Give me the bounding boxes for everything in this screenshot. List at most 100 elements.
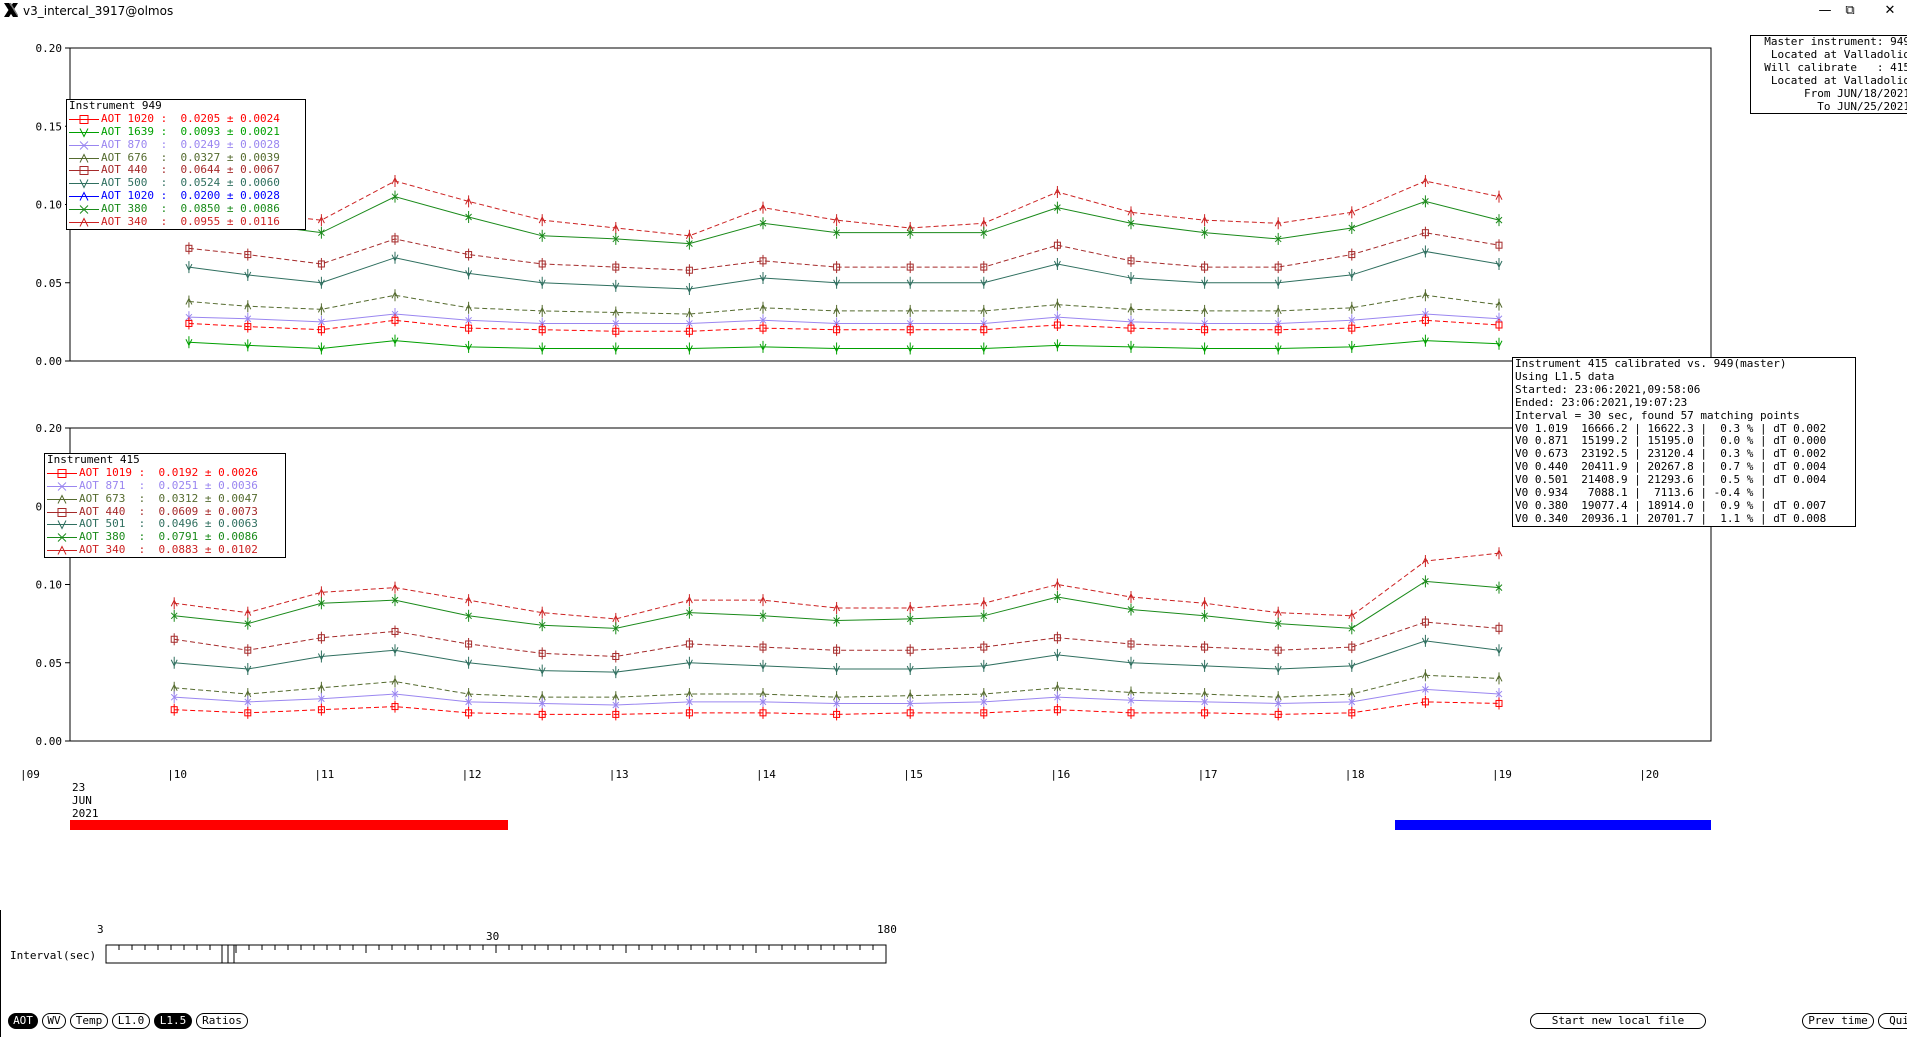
l15-button[interactable]: L1.5 [154, 1013, 192, 1029]
x-tick-label: |16 [1050, 768, 1070, 781]
plot-bottom-frame: 0.000.050.100.150.20 [36, 422, 1712, 748]
legend-entry: AOT 501 : 0.0496 ± 0.0063 [45, 518, 285, 531]
legend-marker-icon [47, 481, 77, 491]
legend-instrument-415: Instrument 415 AOT 1019 : 0.0192 ± 0.002… [44, 453, 286, 559]
legend-value: 0.0312 ± 0.0047 [145, 491, 258, 505]
legend-value: 0.0205 ± 0.0024 [167, 111, 280, 125]
legend-value: 0.0192 ± 0.0026 [145, 465, 258, 479]
legend-marker-icon [47, 533, 77, 543]
prev-time-button[interactable]: Prev time [1802, 1013, 1874, 1029]
legend-label: AOT 871 : [79, 478, 146, 492]
legend-value: 0.0496 ± 0.0063 [145, 517, 258, 531]
date-label: 23 [72, 781, 85, 794]
legend-entry: AOT 340 : 0.0955 ± 0.0116 [67, 215, 305, 229]
aot-button[interactable]: AOT [8, 1013, 38, 1029]
close-button[interactable]: ✕ [1884, 3, 1896, 18]
legend-entry: AOT 440 : 0.0644 ± 0.0067 [67, 164, 305, 177]
legend-value: 0.0791 ± 0.0086 [145, 530, 258, 544]
info-line: From JUN/18/2021 [1804, 86, 1907, 100]
x-tick-label: |14 [756, 768, 776, 781]
info-line: V0 0.871 15199.2 | 15195.0 | 0.0 % | dT … [1515, 434, 1827, 448]
master-instrument-info: Master instrument: 949 Located at Vallado… [1750, 35, 1907, 115]
legend-label: AOT 380 : [79, 530, 146, 544]
legend-title: Instrument 415 [47, 453, 140, 466]
info-line: V0 0.440 20411.9 | 20267.8 | 0.7 % | dT … [1515, 460, 1827, 474]
legend-entry: AOT 340 : 0.0883 ± 0.0102 [45, 543, 285, 557]
minimize-button[interactable]: — [1818, 3, 1832, 18]
info-line: V0 0.501 21408.9 | 21293.6 | 0.5 % | dT … [1515, 473, 1827, 487]
x-tick-label: |15 [903, 768, 923, 781]
legend-label: AOT 676 : [101, 150, 168, 164]
y-tick-label: 0.00 [36, 355, 63, 368]
info-line: Interval = 30 sec, found 57 matching poi… [1515, 408, 1800, 422]
legend-marker-icon [69, 179, 99, 189]
legend-marker-icon [69, 152, 99, 163]
y-tick-label: 0.10 [36, 199, 63, 212]
series-line [188, 340, 1500, 349]
legend-value: 0.0524 ± 0.0060 [167, 176, 280, 190]
y-tick-label: 0.20 [36, 42, 63, 55]
legend-entry: AOT 870 : 0.0249 ± 0.0028 [67, 138, 305, 152]
plot-top-series [185, 175, 1503, 355]
info-line: V0 1.019 16666.2 | 16622.3 | 0.3 % | dT … [1515, 421, 1827, 435]
temp-button[interactable]: Temp [70, 1013, 108, 1029]
series-line [188, 250, 1500, 290]
calibration-results-panel: Instrument 415 calibrated vs. 949(master… [1512, 357, 1856, 527]
info-line: Ended: 23:06:2021,19:07:23 [1515, 395, 1688, 409]
legend-marker-icon [47, 494, 77, 504]
legend-value: 0.0093 ± 0.0021 [167, 124, 280, 138]
info-line: V0 0.673 23192.5 | 23120.4 | 0.3 % | dT … [1515, 447, 1827, 461]
series-line [188, 294, 1500, 315]
x-tick-label: |13 [609, 768, 629, 781]
legend-marker-icon [69, 166, 99, 176]
legend-value: 0.0327 ± 0.0039 [167, 150, 280, 164]
x-tick-label: |19 [1492, 768, 1512, 781]
legend-marker-icon [69, 205, 99, 214]
series-line [188, 313, 1500, 324]
legend-label: AOT 340 : [101, 215, 168, 229]
legend-marker-icon [47, 507, 77, 517]
legend-marker-icon [69, 140, 99, 150]
plot-bottom-series [170, 547, 1503, 721]
interval-slider[interactable] [0, 910, 887, 1037]
info-line: V0 0.340 20936.1 | 20701.7 | 1.1 % | dT … [1515, 511, 1827, 525]
quit-button[interactable]: Qui [1878, 1013, 1907, 1029]
legend-value: 0.0883 ± 0.0102 [145, 543, 258, 557]
legend-marker-icon [69, 114, 99, 124]
x-tick-label: |11 [314, 768, 334, 781]
y-tick-label: 0.10 [36, 579, 63, 592]
ratios-button[interactable]: Ratios [196, 1013, 248, 1029]
info-line: V0 0.934 7088.1 | 7113.6 | -0.4 % | [1515, 486, 1767, 500]
window-titlebar: v3_intercal_3917@olmos — ⧉ ✕ [0, 0, 1907, 22]
info-line: Located at Valladolid [1770, 47, 1907, 61]
calibration-period-bar [1395, 820, 1711, 830]
legend-label: AOT 673 : [79, 491, 146, 505]
info-line: Master instrument: 949 [1764, 35, 1907, 48]
info-line: V0 0.380 19077.4 | 18914.0 | 0.9 % | dT … [1515, 498, 1827, 512]
info-line: Will calibrate : 415 [1764, 60, 1907, 74]
legend-entry: AOT 1020 : 0.0200 ± 0.0028 [67, 189, 305, 203]
legend-marker-icon [47, 520, 77, 531]
legend-label: AOT 1019 : [79, 465, 146, 479]
legend-label: AOT 501 : [79, 517, 146, 531]
legend-label: AOT 500 : [101, 176, 168, 190]
slider-max-label: 180 [877, 923, 897, 936]
restore-button[interactable]: ⧉ [1845, 3, 1855, 18]
window-title: v3_intercal_3917@olmos [23, 4, 174, 18]
y-tick-label: 0.15 [36, 120, 63, 133]
legend-label: AOT 1639 : [101, 124, 168, 138]
y-tick-label: 0.05 [36, 657, 63, 670]
wv-button[interactable]: WV [42, 1013, 66, 1029]
legend-label: AOT 380 : [101, 202, 168, 216]
legend-entry: AOT 673 : 0.0312 ± 0.0047 [45, 491, 285, 506]
legend-label: AOT 1020 : [101, 189, 168, 203]
legend-marker-icon [69, 191, 99, 201]
slider-min-label: 3 [97, 923, 104, 936]
y-tick-label: 0.00 [36, 735, 63, 748]
legend-entry: AOT 440 : 0.0609 ± 0.0073 [45, 505, 285, 519]
legend-instrument-949: Instrument 949 AOT 1020 : 0.0205 ± 0.002… [66, 99, 306, 230]
l10-button[interactable]: L1.0 [112, 1013, 150, 1029]
x-tick-label: |10 [167, 768, 187, 781]
start-new-local-file-button[interactable]: Start new local file [1530, 1013, 1706, 1029]
